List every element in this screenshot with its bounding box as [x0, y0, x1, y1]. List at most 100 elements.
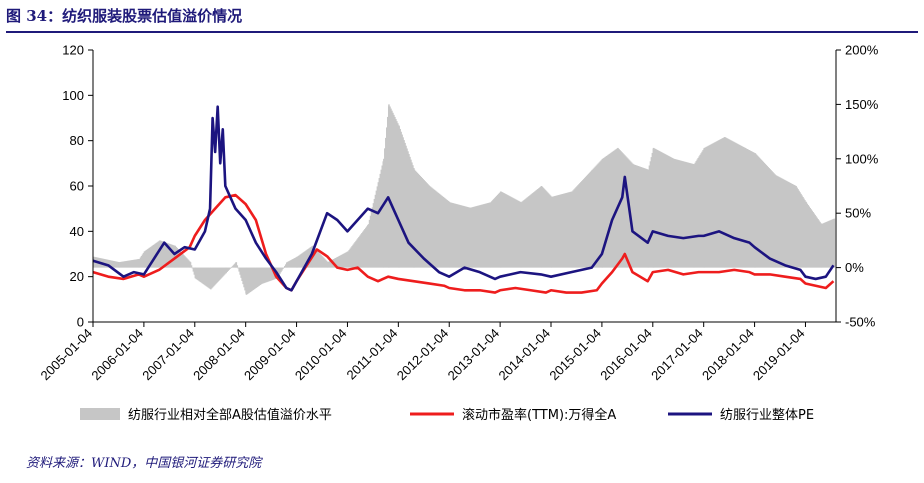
premium-bar	[161, 241, 163, 268]
premium-bar	[833, 218, 836, 268]
premium-bar	[229, 267, 231, 269]
premium-bar	[167, 243, 170, 268]
premium-bar	[486, 203, 488, 268]
premium-bar	[277, 267, 279, 277]
x-tick-label: 2009-01-04	[241, 326, 299, 384]
premium-bar	[536, 189, 538, 268]
premium-bar	[717, 140, 719, 268]
premium-bar	[133, 259, 135, 268]
premium-bar	[364, 229, 366, 268]
premium-bar	[786, 181, 789, 268]
premium-bar	[683, 161, 686, 268]
premium-bar	[232, 265, 234, 268]
premium-bar	[522, 200, 525, 268]
premium-bar	[360, 234, 362, 268]
premium-bar	[662, 153, 665, 268]
premium-bar	[256, 267, 259, 288]
premium-bar	[220, 267, 223, 278]
premium-bar	[394, 116, 396, 268]
premium-bar	[600, 160, 603, 268]
premium-bar	[506, 195, 509, 268]
left-tick-label: 60	[70, 179, 84, 194]
premium-bar	[128, 260, 130, 268]
premium-bar	[249, 267, 252, 293]
premium-bar	[572, 190, 574, 268]
premium-bar	[417, 173, 420, 268]
premium-bar	[215, 267, 218, 284]
premium-bar	[747, 149, 749, 268]
premium-bar	[675, 159, 677, 268]
premium-bar	[426, 183, 428, 268]
premium-bar	[166, 242, 168, 268]
premium-bar	[757, 156, 760, 268]
premium-bar	[172, 245, 175, 268]
premium-bar	[230, 267, 232, 269]
premium-bar	[671, 157, 673, 268]
premium-bar	[445, 199, 448, 268]
premium-bar	[379, 173, 382, 268]
premium-bar	[372, 203, 375, 268]
premium-bar	[530, 194, 532, 268]
premium-bar	[511, 197, 514, 268]
x-tick-label: 2012-01-04	[394, 326, 452, 384]
premium-bar	[170, 244, 173, 268]
premium-bar	[319, 254, 322, 268]
left-tick-label: 100	[62, 88, 84, 103]
premium-bar	[493, 198, 496, 268]
premium-bar	[286, 262, 288, 268]
premium-bar	[465, 206, 468, 268]
premium-bar	[480, 204, 482, 268]
premium-bar	[586, 175, 588, 268]
premium-bar	[563, 193, 566, 268]
premium-bar	[498, 192, 501, 268]
premium-bar	[349, 248, 352, 268]
premium-bar	[447, 200, 450, 268]
premium-bar	[408, 154, 410, 268]
premium-bar	[777, 176, 780, 268]
premium-bar	[646, 169, 648, 268]
premium-bar	[351, 246, 353, 268]
premium-bar	[144, 250, 147, 268]
premium-bar	[195, 267, 198, 280]
premium-bar	[334, 257, 337, 268]
textile-pe-line	[92, 105, 835, 292]
x-tick-label: 2019-01-04	[750, 326, 808, 384]
premium-bar	[584, 177, 586, 268]
premium-bar	[378, 178, 381, 268]
premium-bar	[545, 191, 548, 268]
premium-bar	[700, 153, 702, 268]
premium-bar	[297, 256, 300, 268]
premium-bar	[713, 142, 716, 268]
premium-bar	[222, 267, 225, 276]
premium-bar	[267, 267, 270, 282]
premium-bar	[598, 162, 601, 268]
premium-bar	[792, 184, 795, 268]
premium-bar	[684, 161, 687, 268]
premium-bar	[221, 267, 224, 277]
premium-bar	[687, 162, 690, 268]
premium-bar	[523, 199, 526, 268]
premium-bar	[285, 264, 287, 268]
premium-bar	[477, 205, 480, 268]
premium-bar	[242, 267, 244, 285]
premium-bar	[203, 267, 206, 285]
premium-bar	[760, 159, 763, 268]
premium-bar	[623, 154, 625, 268]
premium-bar	[803, 198, 805, 268]
premium-bar	[113, 261, 116, 268]
premium-bar	[431, 188, 434, 268]
premium-bar	[588, 172, 591, 268]
premium-bar	[202, 267, 205, 285]
premium-bar	[140, 255, 143, 268]
premium-bar	[562, 193, 565, 268]
premium-bar	[337, 256, 340, 268]
premium-bar	[413, 169, 416, 268]
premium-bar	[819, 221, 821, 268]
premium-bar	[227, 267, 229, 271]
premium-bar	[422, 179, 425, 268]
premium-bar	[596, 164, 599, 268]
premium-bar	[271, 267, 274, 281]
premium-bar	[605, 156, 608, 268]
premium-bar	[780, 178, 783, 268]
premium-bar	[581, 180, 583, 268]
